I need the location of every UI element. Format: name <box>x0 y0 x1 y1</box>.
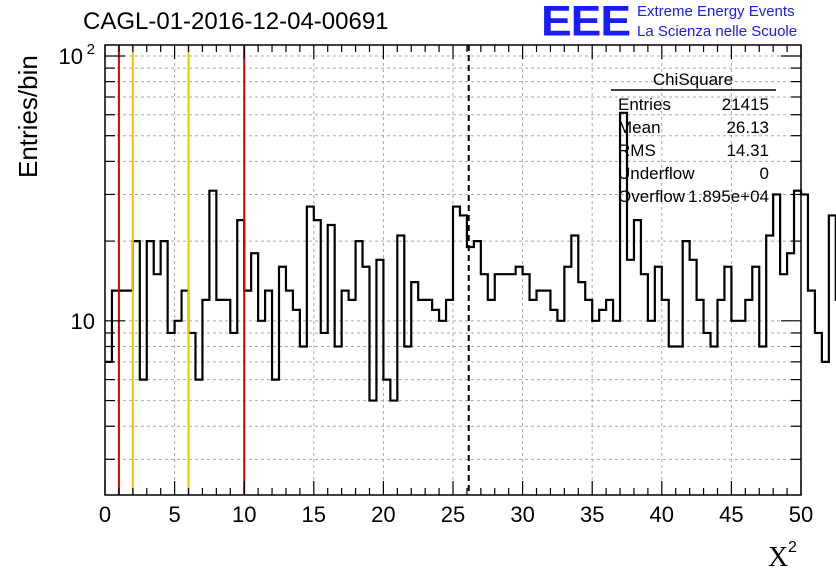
x-tick-label: 20 <box>371 502 395 527</box>
x-tick-label: 40 <box>650 502 674 527</box>
histogram-bars <box>105 111 836 402</box>
vertical-markers <box>117 45 470 495</box>
x-axis-label-text: X <box>768 542 788 572</box>
y-tick-label-base: 10 <box>71 309 95 334</box>
x-tick-label: 30 <box>510 502 534 527</box>
stats-row-value: 0 <box>760 164 769 183</box>
stats-row-label: Mean <box>618 118 661 137</box>
stats-row-label: Overflow <box>618 187 686 206</box>
x-tick-label: 15 <box>302 502 326 527</box>
x-tick-label: 35 <box>580 502 604 527</box>
stats-row-label: RMS <box>618 141 656 160</box>
stats-row-label: Underflow <box>618 164 695 183</box>
y-tick-label-base: 10 <box>59 44 83 69</box>
y-tick-label-exponent: 2 <box>87 41 95 58</box>
x-tick-label: 45 <box>719 502 743 527</box>
x-tick-label: 5 <box>168 502 180 527</box>
x-axis-label: X 2 <box>768 539 797 572</box>
axes <box>104 44 802 496</box>
x-tick-label: 50 <box>789 502 813 527</box>
histogram-outline <box>105 111 836 402</box>
stats-row-value: 14.31 <box>726 141 769 160</box>
y-tick-label: 10 2 <box>59 41 95 69</box>
x-axis-label-superscript: 2 <box>788 539 797 556</box>
stats-row-value: 21415 <box>722 95 769 114</box>
x-tick-label: 10 <box>232 502 256 527</box>
eee-logo: EEE <box>541 0 631 45</box>
x-tick-label: 25 <box>441 502 465 527</box>
stats-row-label: Entries <box>618 95 671 114</box>
stats-box-title: ChiSquare <box>653 70 733 89</box>
y-axis-label: Entries/bin <box>13 55 43 178</box>
logo-caption-line1: Extreme Energy Events <box>637 3 795 20</box>
stats-row-value: 1.895e+04 <box>688 187 769 206</box>
y-tick-label: 10 <box>71 309 95 334</box>
x-tick-label: 0 <box>99 502 111 527</box>
stats-box: ChiSquare Entries 21415 Mean 26.13 RMS 14.31 U… <box>611 70 776 206</box>
logo-caption-line2: La Scienza nelle Scuole <box>637 23 798 40</box>
stats-row-value: 26.13 <box>726 118 769 137</box>
chart-title: CAGL-01-2016-12-04-00691 <box>83 8 389 35</box>
